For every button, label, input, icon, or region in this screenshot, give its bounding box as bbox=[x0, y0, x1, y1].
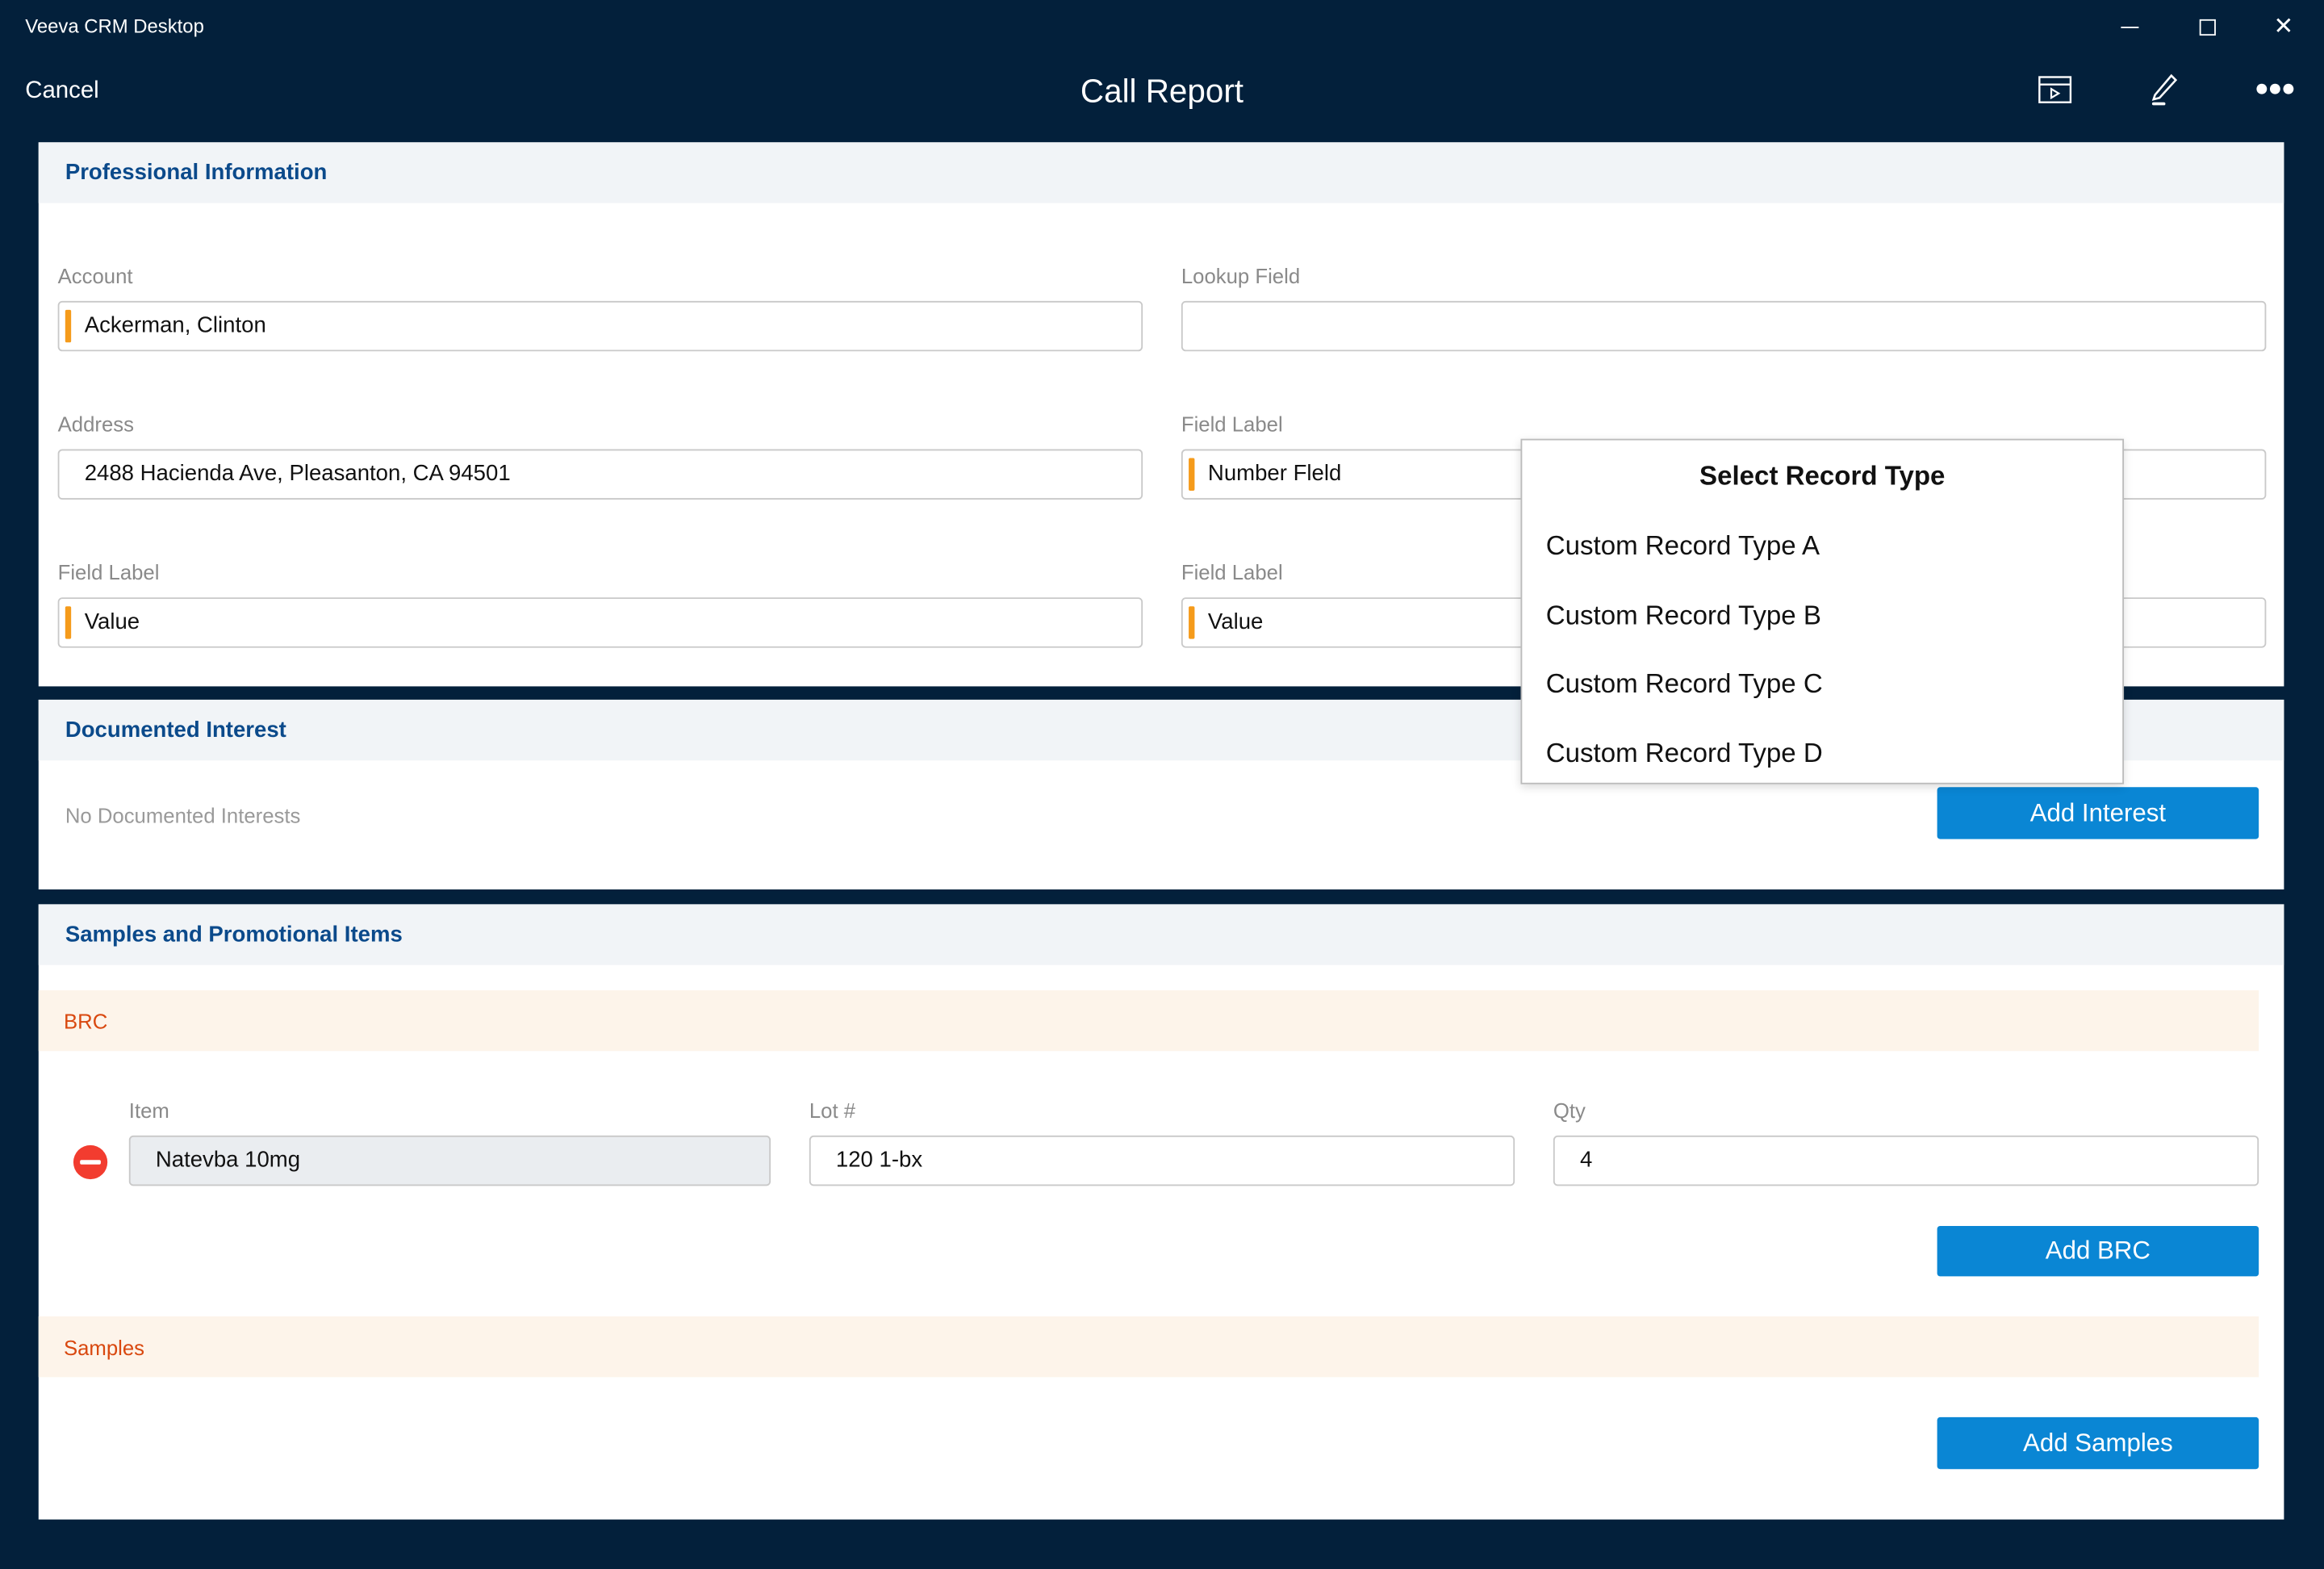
record-type-option[interactable]: Custom Record Type D bbox=[1545, 738, 1823, 768]
account-field[interactable]: Ackerman, Clinton bbox=[57, 300, 1143, 352]
add-samples-button[interactable]: Add Samples bbox=[1937, 1416, 2259, 1470]
empty-message: No Documented Interests bbox=[65, 803, 301, 827]
remove-icon[interactable] bbox=[73, 1144, 108, 1180]
field-label: Lookup Field bbox=[1181, 263, 1301, 288]
field-label: Field Label bbox=[57, 560, 160, 584]
maximize-button[interactable] bbox=[2199, 19, 2216, 36]
record-type-option[interactable]: Custom Record Type A bbox=[1545, 530, 1820, 561]
pen-edit-icon[interactable] bbox=[2149, 71, 2181, 107]
page-title: Call Report bbox=[1080, 72, 1244, 110]
media-clapperboard-icon[interactable] bbox=[2038, 74, 2074, 107]
brc-band: BRC bbox=[38, 990, 2259, 1052]
add-brc-button[interactable]: Add BRC bbox=[1937, 1225, 2259, 1277]
samples-title: Samples bbox=[63, 1335, 145, 1360]
samples-section: Samples and Promotional Items BRC Item L… bbox=[38, 904, 2284, 1520]
window-title: Veeva CRM Desktop bbox=[25, 15, 204, 37]
lot-header: Lot # bbox=[809, 1098, 856, 1123]
record-type-option[interactable]: Custom Record Type B bbox=[1545, 600, 1821, 630]
more-icon[interactable] bbox=[2256, 82, 2295, 96]
field-label: Address bbox=[57, 412, 134, 436]
close-button[interactable]: ✕ bbox=[2273, 15, 2294, 40]
lot-field[interactable]: 120 1-bx bbox=[809, 1135, 1515, 1186]
qty-header: Qty bbox=[1553, 1098, 1586, 1123]
select-record-type-popup: Select Record Type Custom Record Type A … bbox=[1520, 438, 2125, 784]
item-header: Item bbox=[128, 1098, 169, 1123]
field-label: Field Label bbox=[1181, 560, 1283, 584]
record-type-option[interactable]: Custom Record Type C bbox=[1545, 668, 1823, 699]
item-field: Natevba 10mg bbox=[128, 1135, 771, 1186]
section-title: Samples and Promotional Items bbox=[65, 922, 403, 948]
field-label: Field Label bbox=[1181, 412, 1283, 436]
address-field[interactable]: 2488 Hacienda Ave, Pleasanton, CA 94501 bbox=[57, 449, 1143, 500]
cancel-button[interactable]: Cancel bbox=[25, 78, 99, 104]
field-label: Account bbox=[57, 263, 133, 288]
brc-title: BRC bbox=[63, 1009, 108, 1034]
value-field[interactable]: Value bbox=[57, 597, 1143, 648]
minimize-button[interactable] bbox=[2121, 27, 2139, 28]
popup-title: Select Record Type bbox=[1699, 461, 1946, 491]
add-interest-button[interactable]: Add Interest bbox=[1937, 787, 2259, 839]
section-title: Documented Interest bbox=[65, 717, 286, 743]
section-title: Professional Information bbox=[65, 160, 328, 186]
lookup-field[interactable] bbox=[1181, 300, 2267, 352]
samples-band: Samples bbox=[38, 1316, 2259, 1378]
qty-field[interactable]: 4 bbox=[1553, 1135, 2259, 1186]
